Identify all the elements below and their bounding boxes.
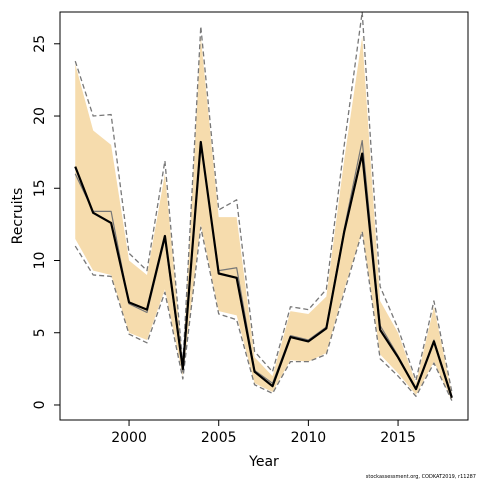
confidence-band <box>75 36 452 401</box>
series-line <box>74 139 453 397</box>
x-tick-label: 2005 <box>201 430 237 446</box>
x-tick-label: 2000 <box>111 430 147 446</box>
y-tick-label: 10 <box>32 252 48 270</box>
series-line <box>74 140 453 399</box>
y-tick-label: 5 <box>32 328 48 337</box>
series-line <box>74 12 453 393</box>
footnote: stockassessment.org, CODKAT2019, r11287 <box>366 474 476 480</box>
x-tick-label: 2015 <box>380 430 416 446</box>
y-tick-label: 0 <box>32 401 48 410</box>
series-line <box>74 226 453 401</box>
plot-area <box>74 12 453 401</box>
x-tick-label: 2010 <box>291 430 327 446</box>
x-axis-label: Year <box>248 454 279 470</box>
y-tick-label: 15 <box>32 179 48 197</box>
plot-frame <box>59 11 469 421</box>
y-tick-label: 20 <box>32 107 48 125</box>
y-tick-label: 25 <box>32 35 48 53</box>
y-axis-label: Recruits <box>10 188 26 245</box>
